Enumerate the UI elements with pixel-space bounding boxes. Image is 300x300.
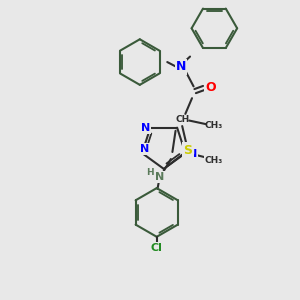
Text: N: N [155, 172, 164, 182]
Text: S: S [184, 143, 193, 157]
Text: O: O [206, 82, 216, 94]
Text: N: N [140, 144, 149, 154]
Text: H: H [146, 168, 154, 177]
Text: CH₃: CH₃ [205, 121, 223, 130]
Text: CH: CH [175, 115, 189, 124]
Text: N: N [141, 123, 150, 133]
Text: N: N [176, 60, 186, 73]
Text: N: N [188, 149, 197, 159]
Text: Cl: Cl [151, 243, 163, 253]
Text: CH₃: CH₃ [205, 156, 223, 165]
